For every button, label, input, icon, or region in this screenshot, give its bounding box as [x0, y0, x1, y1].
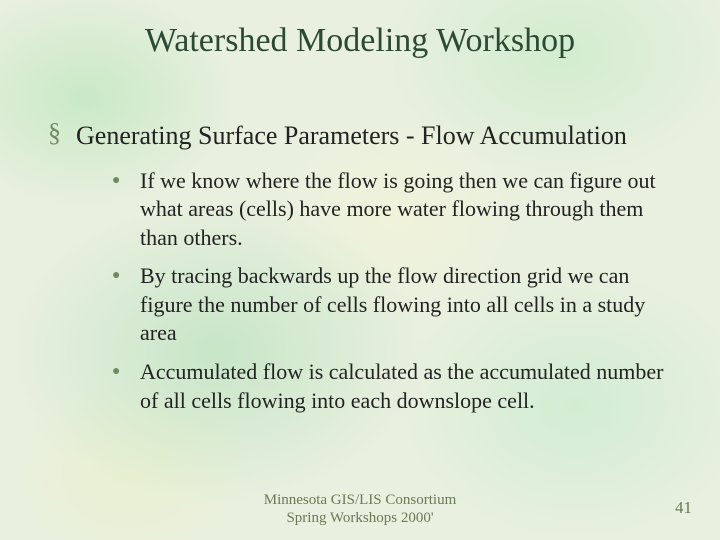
section-heading: § Generating Surface Parameters - Flow A… [48, 120, 672, 153]
bullet-text: By tracing backwards up the flow directi… [140, 262, 672, 348]
section-text: Generating Surface Parameters - Flow Acc… [76, 120, 627, 153]
footer-line-1: Minnesota GIS/LIS Consortium [0, 491, 720, 510]
bullet-icon: ● [112, 262, 140, 290]
slide-title: Watershed Modeling Workshop [0, 22, 720, 60]
bullet-text: If we know where the flow is going then … [140, 167, 672, 253]
slide: Watershed Modeling Workshop § Generating… [0, 0, 720, 540]
list-item: ● By tracing backwards up the flow direc… [112, 262, 672, 348]
section-marker-icon: § [48, 120, 76, 146]
footer: Minnesota GIS/LIS Consortium Spring Work… [0, 491, 720, 529]
bullet-icon: ● [112, 167, 140, 195]
bullet-icon: ● [112, 358, 140, 386]
footer-line-2: Spring Workshops 2000' [0, 509, 720, 528]
list-item: ● Accumulated flow is calculated as the … [112, 358, 672, 415]
bullet-list: ● If we know where the flow is going the… [112, 167, 672, 416]
content-area: § Generating Surface Parameters - Flow A… [48, 120, 672, 425]
bullet-text: Accumulated flow is calculated as the ac… [140, 358, 672, 415]
list-item: ● If we know where the flow is going the… [112, 167, 672, 253]
page-number: 41 [675, 498, 692, 518]
